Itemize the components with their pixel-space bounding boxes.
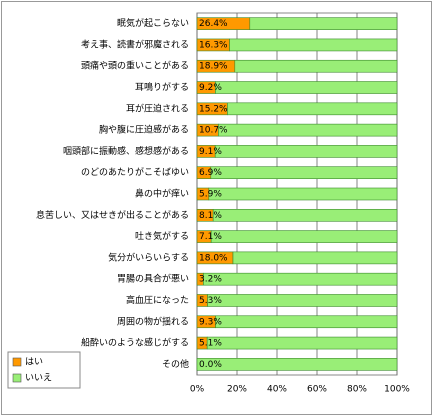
data-label: 6.9% <box>199 168 222 178</box>
x-tick-label: 80% <box>347 385 367 395</box>
bar-segment <box>210 166 398 180</box>
bar-segment <box>249 17 398 30</box>
y-tick-label: 耳鳴りがする <box>135 81 189 93</box>
data-label: 0.0% <box>199 360 222 370</box>
legend-swatch <box>12 357 22 367</box>
x-tick-label: 40% <box>267 385 287 395</box>
bar-segment <box>229 38 398 52</box>
bar-segment <box>227 102 398 116</box>
y-tick-label: 船酔いのような感じがする <box>81 337 189 349</box>
data-label: 26.4% <box>199 19 228 29</box>
data-label: 5.9% <box>199 190 222 200</box>
bar-segment <box>212 208 398 222</box>
y-tick-label: 考え事、読書が邪魔される <box>81 38 189 50</box>
data-label: 9.3% <box>199 317 222 327</box>
data-label: 18.9% <box>199 62 228 72</box>
data-label: 9.1% <box>199 147 222 157</box>
data-label: 10.7% <box>199 126 228 136</box>
bar-segment <box>206 336 398 350</box>
bar-segment <box>208 187 398 201</box>
y-tick-label: 耳が圧迫される <box>126 102 189 114</box>
y-tick-label: 気分がいらいらする <box>108 251 189 263</box>
y-tick-label: 鼻の中が痒い <box>135 188 189 200</box>
y-tick-label: 胸や腹に圧迫感がある <box>99 124 189 136</box>
data-label: 3.2% <box>199 275 222 285</box>
y-tick-label: 眠気が起こらない <box>117 17 189 29</box>
bar-segment <box>214 145 398 158</box>
data-label: 7.1% <box>199 232 222 242</box>
bar-segment <box>215 315 398 329</box>
data-label: 18.0% <box>199 253 228 263</box>
legend-swatch <box>12 373 22 383</box>
x-tick-label: 60% <box>307 385 327 395</box>
data-label: 15.2% <box>199 104 228 114</box>
data-label: 5.1% <box>199 339 222 349</box>
y-tick-label: 高血圧になった <box>126 294 189 306</box>
data-label: 16.3% <box>199 40 228 50</box>
bar-segment <box>234 59 398 73</box>
bar-segment <box>218 123 398 137</box>
data-label: 5.3% <box>199 296 222 306</box>
bar-segment <box>210 230 398 243</box>
bar-segment <box>232 251 398 265</box>
y-tick-label: 周囲の物が揺れる <box>117 315 189 327</box>
legend-label: いいえ <box>25 373 52 384</box>
y-tick-label: その他 <box>162 358 189 370</box>
y-tick-label: 頭痛や頭の重いことがある <box>81 60 189 72</box>
data-label: 9.2% <box>199 83 222 93</box>
y-tick-label: のどのあたりがこそばゆい <box>81 166 189 178</box>
legend-label: はい <box>25 357 43 368</box>
y-tick-label: 息苦しい、又はせきが出ることがある <box>36 209 189 221</box>
bar-segment <box>203 272 398 286</box>
bar-segment <box>215 81 398 94</box>
y-tick-label: 吐き気がする <box>135 230 189 242</box>
x-tick-label: 100% <box>384 385 410 395</box>
data-label: 8.1% <box>199 211 222 221</box>
bar-segment <box>196 358 398 371</box>
x-tick-label: 20% <box>227 385 247 395</box>
x-tick-label: 0% <box>190 385 205 395</box>
y-tick-label: 咽頭部に振動感、感想感がある <box>63 145 189 157</box>
bar-segment <box>207 294 398 307</box>
y-tick-label: 胃腸の具合が悪い <box>117 273 189 285</box>
